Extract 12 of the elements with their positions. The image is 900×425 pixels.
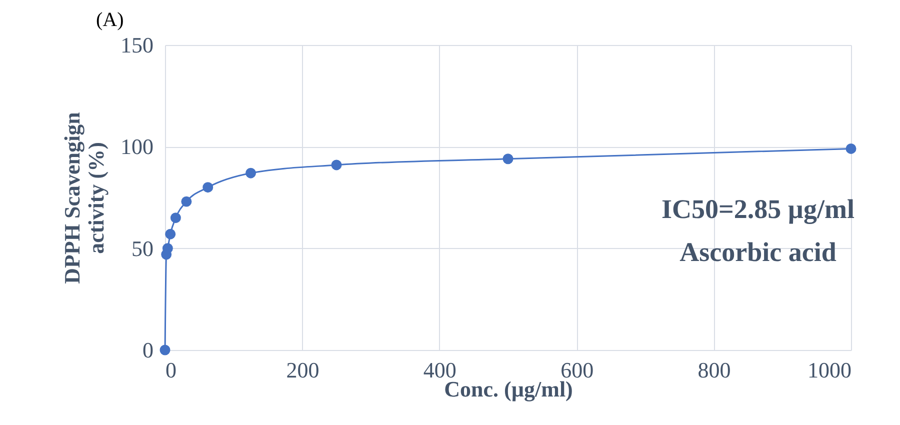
y-tick-label: 50 <box>132 236 154 261</box>
x-tick-label: 1000 <box>808 358 852 382</box>
x-tick-label: 0 <box>166 358 176 382</box>
annotation: IC50=2.85 µg/ml <box>662 194 855 224</box>
x-tick-label: 800 <box>698 358 731 382</box>
x-tick-label: 200 <box>286 358 320 382</box>
y-tick-label: 0 <box>142 338 154 362</box>
y-axis-title: DPPH Scavengign activity (%) <box>60 112 108 284</box>
y-tick-label: 100 <box>120 134 154 160</box>
y-tick-label: 150 <box>120 32 154 58</box>
annotation: Ascorbic acid <box>680 237 836 267</box>
chart-title: (A) <box>96 9 124 31</box>
